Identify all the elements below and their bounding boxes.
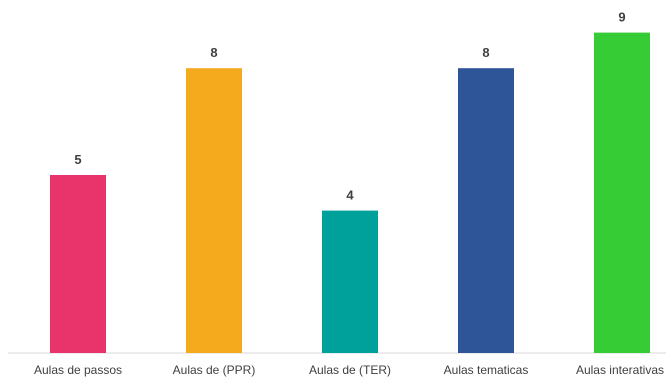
category-labels-group: Aulas de passos Aulas de (PPR) Aulas de (T… [34, 363, 664, 377]
bar-3 [322, 210, 378, 353]
data-label-2: 8 [210, 45, 217, 60]
bars-group [50, 32, 650, 353]
category-label-4: Aulas tematicas [444, 363, 529, 377]
bar-5 [594, 32, 650, 353]
data-label-5: 9 [618, 10, 625, 25]
category-label-3: Aulas de (TER) [309, 363, 391, 377]
category-label-1: Aulas de passos [34, 363, 122, 377]
data-labels-group: 5 8 4 8 9 [74, 10, 625, 203]
data-label-3: 4 [346, 188, 354, 203]
bar-4 [458, 68, 514, 353]
category-label-5: Aulas interativas [576, 363, 664, 377]
data-label-1: 5 [74, 152, 81, 167]
bar-1 [50, 175, 106, 353]
data-label-4: 8 [482, 45, 489, 60]
bar-2 [186, 68, 242, 353]
category-label-2: Aulas de (PPR) [173, 363, 256, 377]
